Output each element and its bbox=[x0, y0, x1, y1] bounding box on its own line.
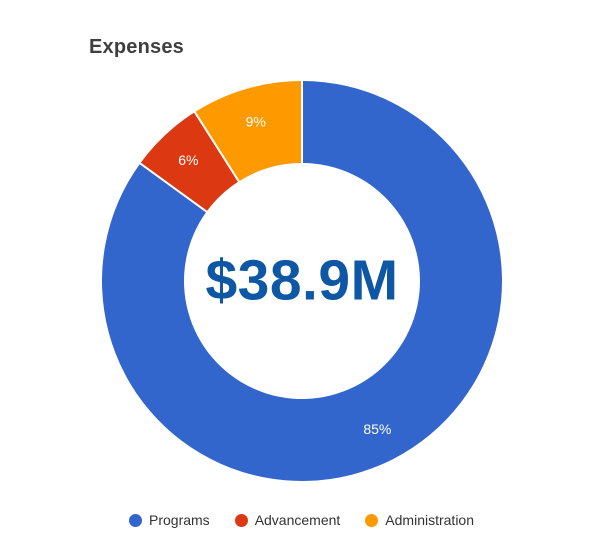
pie-slice-programs[interactable] bbox=[101, 81, 502, 481]
chart-title: Expenses bbox=[89, 36, 184, 58]
legend-item-advancement: Advancement bbox=[234, 512, 341, 528]
legend-swatch-icon bbox=[365, 513, 379, 527]
legend-item-label: Programs bbox=[149, 512, 210, 528]
pie-slice-administration[interactable] bbox=[194, 81, 302, 182]
donut-center-value: $38.9M bbox=[205, 248, 399, 313]
legend-swatch-icon bbox=[129, 513, 142, 527]
pie-slice-advancement[interactable] bbox=[140, 112, 239, 212]
slice-percent-label-advancement: 6% bbox=[178, 152, 198, 168]
slice-separator bbox=[138, 162, 208, 214]
legend-item-programs: Programs bbox=[129, 512, 210, 528]
slice-percent-label-programs: 85% bbox=[363, 421, 391, 437]
chart-legend: Programs Advancement Administration bbox=[0, 512, 603, 528]
slice-separator bbox=[193, 110, 241, 183]
legend-swatch-icon bbox=[234, 513, 248, 527]
legend-item-administration: Administration bbox=[365, 512, 474, 528]
legend-item-label: Advancement bbox=[254, 512, 341, 528]
legend-item-label: Administration bbox=[385, 512, 474, 528]
slice-percent-label-administration: 9% bbox=[246, 114, 266, 130]
